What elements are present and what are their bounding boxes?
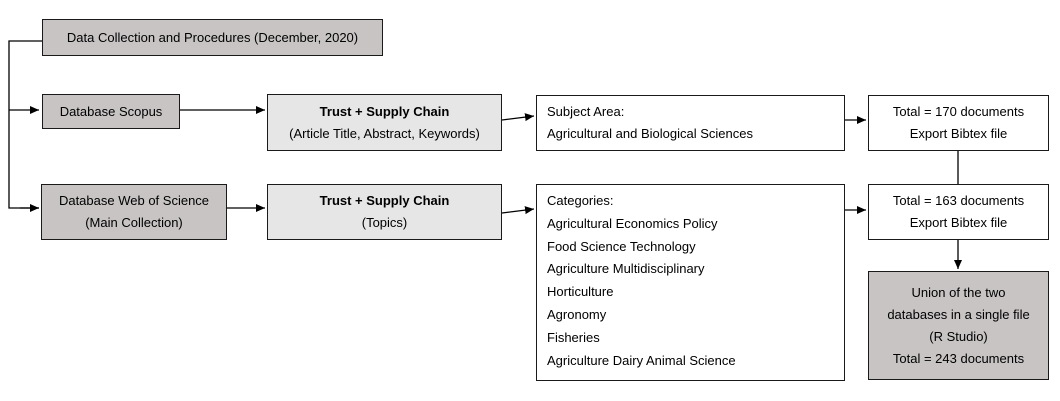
- header-box: Data Collection and Procedures (December…: [42, 19, 383, 56]
- bracket-line: [8, 40, 42, 209]
- scopus-query-fields: (Article Title, Abstract, Keywords): [289, 125, 480, 141]
- wos-source-box: Database Web of Science (Main Collection…: [41, 184, 227, 240]
- scopus-query-box: Trust + Supply Chain (Article Title, Abs…: [267, 94, 502, 151]
- scopus-filter-item: Agricultural and Biological Sciences: [547, 126, 753, 141]
- union-line: databases in a single file: [887, 306, 1030, 322]
- wos-result-total: Total = 163 documents: [892, 193, 1025, 208]
- union-line: (R Studio): [929, 328, 988, 344]
- wos-result-export: Export Bibtex file: [909, 215, 1008, 230]
- scopus-result-total: Total = 170 documents: [892, 104, 1025, 119]
- wos-filter-item: Agronomy: [547, 306, 607, 322]
- scopus-query-title: Trust + Supply Chain: [319, 103, 450, 119]
- wos-filter-heading: Categories:: [547, 193, 614, 208]
- union-box: Union of the two databases in a single f…: [868, 271, 1049, 380]
- scopus-source-label: Database Scopus: [59, 103, 163, 119]
- union-line: Total = 243 documents: [892, 350, 1025, 366]
- arrow-wos-query-to-filter: [501, 206, 535, 215]
- wos-filter-item: Agricultural Economics Policy: [547, 215, 718, 231]
- wos-filter-item: Food Science Technology: [547, 238, 696, 254]
- scopus-filter-heading: Subject Area:: [547, 104, 625, 119]
- wos-filter-item: Agriculture Dairy Animal Science: [547, 352, 736, 368]
- scopus-source-box: Database Scopus: [42, 94, 180, 129]
- wos-filter-item: Agriculture Multidisciplinary: [547, 261, 705, 277]
- wos-query-fields: (Topics): [361, 215, 408, 230]
- wos-query-title: Trust + Supply Chain: [319, 193, 450, 208]
- wos-filter-item: Horticulture: [547, 284, 614, 300]
- wos-filter-item: Fisheries: [547, 329, 600, 345]
- wos-filter-box: Categories: Agricultural Economics Polic…: [536, 184, 845, 381]
- header-label: Data Collection and Procedures (December…: [66, 29, 359, 45]
- scopus-filter-box: Subject Area: Agricultural and Biologica…: [536, 95, 845, 151]
- scopus-result-export: Export Bibtex file: [909, 126, 1008, 141]
- wos-query-box: Trust + Supply Chain (Topics): [267, 184, 502, 240]
- scopus-result-box: Total = 170 documents Export Bibtex file: [868, 95, 1049, 151]
- arrow-scopus-query-to-filter: [501, 113, 535, 122]
- union-line: Union of the two: [911, 284, 1006, 300]
- wos-source-line1: Database Web of Science: [58, 193, 210, 208]
- wos-result-box: Total = 163 documents Export Bibtex file: [868, 184, 1049, 240]
- wos-source-line2: (Main Collection): [85, 215, 183, 230]
